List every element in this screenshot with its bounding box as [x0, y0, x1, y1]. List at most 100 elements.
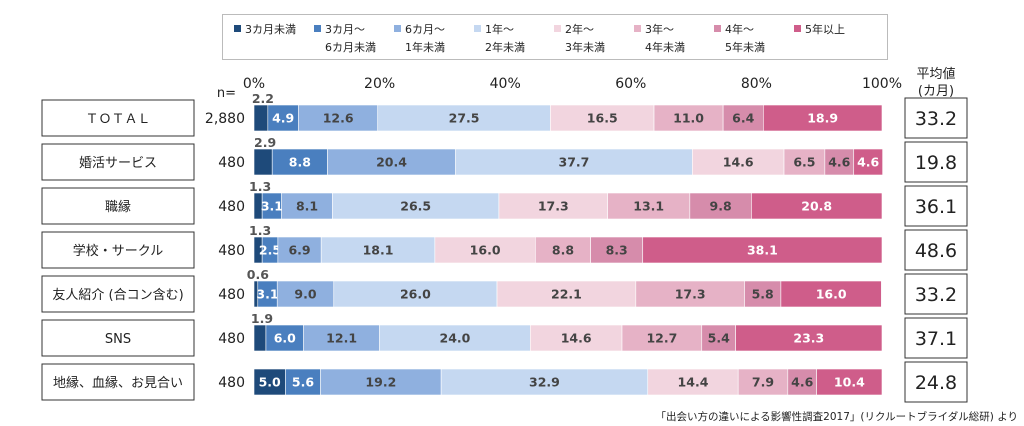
data-label: 4.6 — [857, 155, 879, 170]
bar-segment — [783, 148, 826, 176]
data-label: 1.3 — [249, 223, 271, 238]
data-label: 14.6 — [561, 331, 592, 346]
data-label: 9.0 — [294, 287, 316, 302]
bar-segment — [303, 324, 380, 352]
avg-box — [904, 185, 968, 227]
data-label: 23.3 — [793, 331, 824, 346]
data-label: 1.9 — [251, 311, 273, 326]
data-label: 8.8 — [289, 155, 311, 170]
legend-swatch — [474, 25, 481, 32]
legend-swatch — [394, 25, 401, 32]
legend-label: 5年以上 — [805, 22, 845, 36]
data-label: 6.5 — [793, 155, 815, 170]
category-label: 地縁、血縁、お見合い — [53, 375, 183, 391]
data-label: 11.0 — [673, 111, 704, 126]
avg-value: 37.1 — [915, 328, 957, 350]
category-box — [41, 99, 195, 137]
bar-segment — [550, 104, 655, 132]
category-box — [41, 319, 195, 357]
bar-segment — [751, 192, 883, 220]
bar-segment — [327, 148, 456, 176]
bar-segment — [824, 148, 855, 176]
n-value: 480 — [218, 155, 245, 171]
bar-segment — [590, 236, 644, 264]
legend-label: 2年～ — [565, 22, 594, 36]
data-label: 5.6 — [292, 375, 314, 390]
data-label: 14.4 — [678, 375, 709, 390]
bar-segment — [816, 368, 883, 396]
legend-label: 1年未満 — [405, 40, 445, 54]
bar-segment — [298, 104, 379, 132]
bar-segment — [434, 236, 536, 264]
data-label: 12.6 — [323, 111, 354, 126]
data-label: 5.8 — [752, 287, 774, 302]
legend-swatch — [314, 25, 321, 32]
bar-segment — [642, 236, 883, 264]
category-label: 職縁 — [105, 199, 131, 215]
data-label: 9.8 — [710, 199, 732, 214]
data-label: 17.3 — [675, 287, 706, 302]
legend-frame — [222, 14, 888, 60]
data-label: 4.9 — [272, 111, 294, 126]
x-tick-label: 100% — [862, 76, 902, 92]
bar-segment — [735, 324, 883, 352]
data-label: 18.1 — [363, 243, 394, 258]
bar-segment — [455, 148, 693, 176]
bar-segment — [377, 104, 551, 132]
category-label: ＴＯＴＡＬ — [85, 112, 150, 127]
legend-label: 3カ月未満 — [245, 23, 296, 36]
data-label: 19.2 — [365, 375, 396, 390]
n-value: 480 — [218, 375, 245, 391]
data-label: 27.5 — [449, 111, 480, 126]
bar-segment — [722, 104, 764, 132]
legend-label: 3年～ — [645, 22, 674, 36]
category-box — [41, 143, 195, 181]
legend-swatch — [554, 25, 561, 32]
bar-segment — [780, 280, 882, 308]
bar-segment — [253, 368, 286, 396]
category-label: 学校・サークル — [73, 243, 164, 259]
n-label: n= — [217, 86, 236, 101]
data-label: 2.9 — [254, 135, 276, 150]
bar-segment — [320, 368, 442, 396]
bar-segment — [440, 368, 649, 396]
legend-label: 3カ月～ — [325, 23, 365, 36]
data-label: 2.5 — [259, 243, 281, 258]
bar-segment — [853, 148, 883, 176]
category-label: SNS — [105, 332, 131, 347]
data-label: 8.3 — [606, 243, 628, 258]
avg-value: 24.8 — [915, 372, 957, 394]
bar-segment — [737, 368, 789, 396]
bar-segment — [744, 280, 782, 308]
data-label: 6.9 — [288, 243, 310, 258]
n-value: 2,880 — [205, 111, 245, 127]
x-tick-label: 40% — [490, 76, 521, 92]
category-label: 婚活サービス — [79, 156, 157, 171]
bar-segment — [692, 148, 785, 176]
legend-label: 5年未満 — [725, 40, 765, 54]
data-label: 20.8 — [801, 199, 832, 214]
data-label: 38.1 — [747, 243, 778, 258]
bar-segment — [653, 104, 724, 132]
data-label: 7.9 — [752, 375, 774, 390]
bar-segment — [320, 236, 436, 264]
data-label: 1.3 — [249, 179, 271, 194]
legend-swatch — [794, 25, 801, 32]
category-box — [41, 231, 195, 269]
bar-segment — [285, 368, 321, 396]
bar-segment — [277, 236, 322, 264]
data-label: 37.7 — [559, 155, 590, 170]
category-label: 友人紹介 (合コン含む) — [52, 287, 183, 303]
data-label: 22.1 — [551, 287, 582, 302]
data-label: 16.0 — [470, 243, 501, 258]
n-value: 480 — [218, 287, 245, 303]
bar-segment — [787, 368, 817, 396]
data-label: 3.1 — [261, 199, 283, 214]
avg-box — [904, 361, 968, 403]
n-value: 480 — [218, 331, 245, 347]
legend-label: 3年未満 — [565, 40, 605, 54]
data-label: 8.8 — [552, 243, 574, 258]
bar-segment — [379, 324, 531, 352]
n-value: 480 — [218, 243, 245, 259]
